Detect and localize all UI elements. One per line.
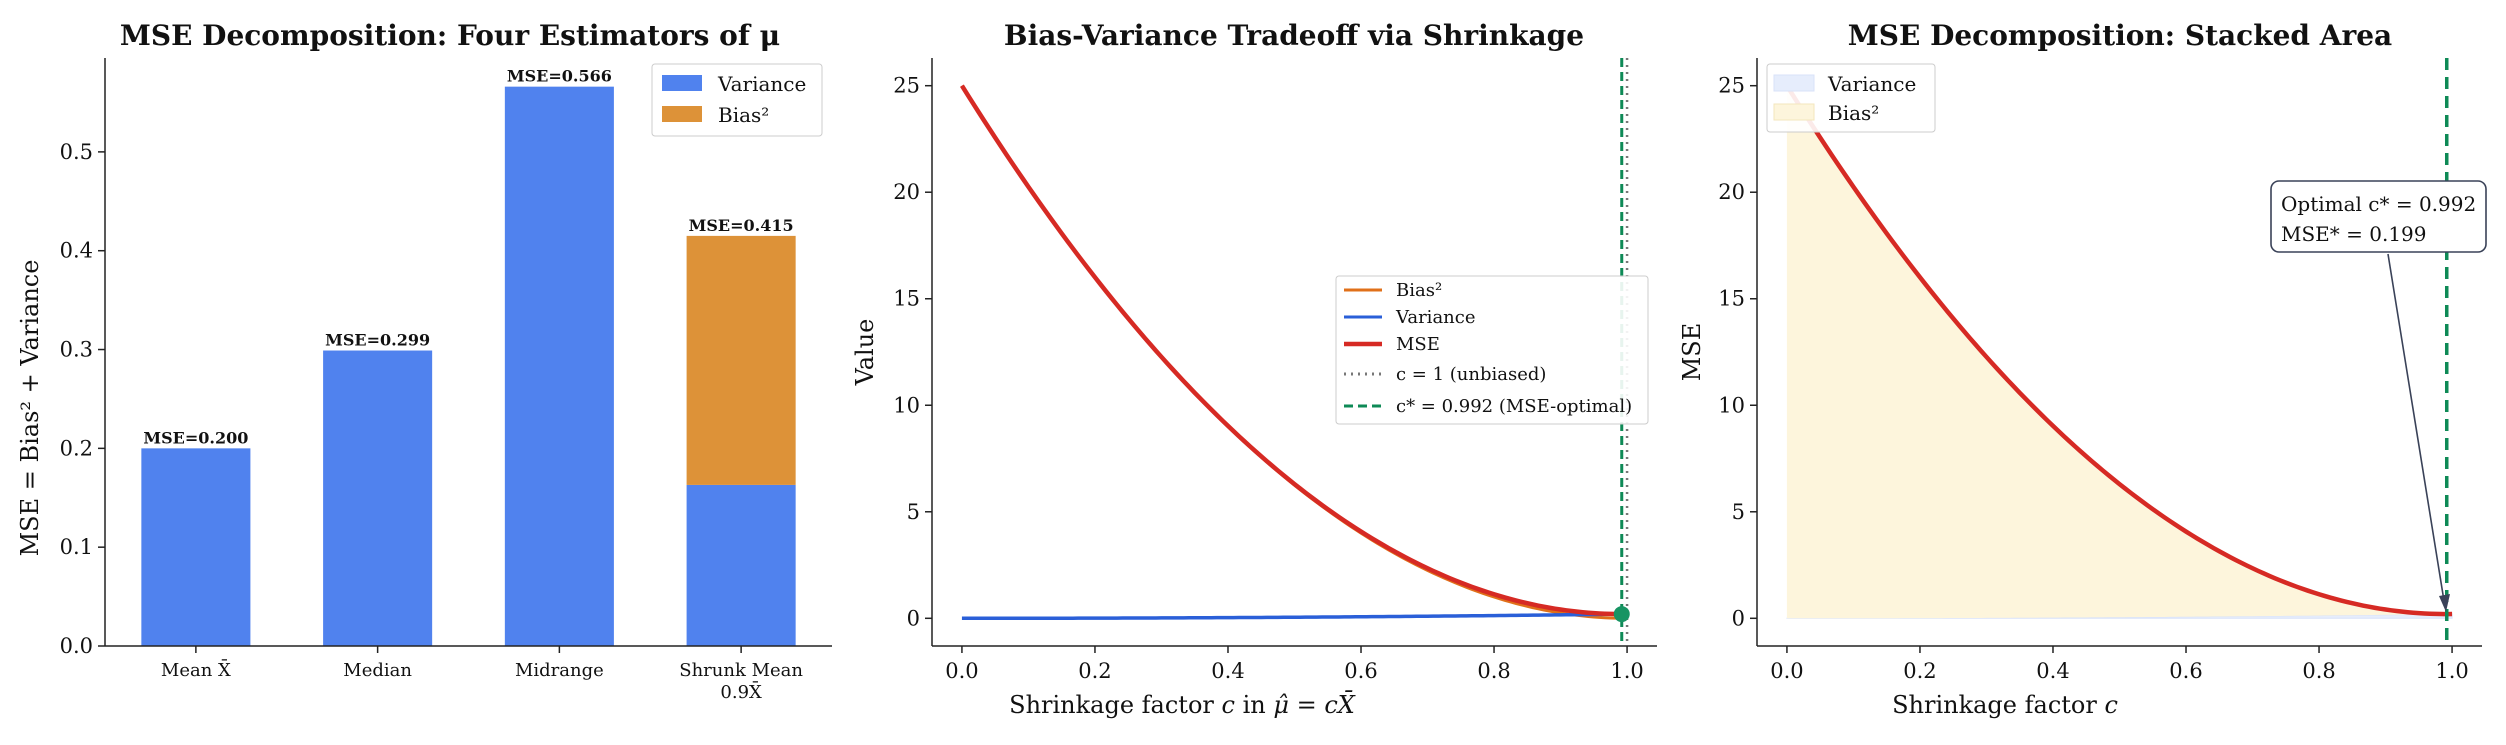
legend-label-bias2: Bias² <box>718 103 769 127</box>
legend-label-optimal: c* = 0.992 (MSE-optimal) <box>1396 396 1632 417</box>
line-mse <box>960 84 1628 617</box>
panel2-y-tick-label: 10 <box>893 393 920 417</box>
panel3-y-tick-label: 10 <box>1718 393 1745 417</box>
panel2-x-tick-label: 0.6 <box>1344 659 1377 683</box>
panel2-x-tick-label: 0.4 <box>1211 659 1244 683</box>
legend-swatch-variance <box>662 75 702 91</box>
panel2-y-tick-label: 5 <box>907 500 920 524</box>
panel2-y-tick-label: 0 <box>907 606 920 630</box>
panel1-y-tick-label: 0.3 <box>60 338 93 362</box>
panel2-x-tick-label: 1.0 <box>1610 659 1643 683</box>
panel2-legend-box <box>1335 275 1649 425</box>
panel3-legend: Variance Bias² <box>1766 63 1936 133</box>
panel1-x-tick-sublabel: 0.9X̄ <box>720 680 762 703</box>
bar-mse-label: MSE=0.299 <box>325 331 430 350</box>
legend-label-mse: MSE <box>1396 334 1440 355</box>
panel3-y-tick-label: 20 <box>1718 180 1745 204</box>
panel3-y-tick-label: 5 <box>1732 500 1745 524</box>
legend-swatch-bias2 <box>662 106 702 122</box>
annotation-box <box>2270 180 2487 253</box>
panel1-y-tick-label: 0.4 <box>60 239 93 263</box>
area-bias2 <box>1786 85 2453 619</box>
legend-label-variance: Variance <box>1827 72 1916 96</box>
panel2-x-tick-label: 0.0 <box>945 659 978 683</box>
panel1-x-tick-label: Shrunk Mean <box>679 660 803 681</box>
panel1-legend: Variance Bias² <box>651 63 823 137</box>
panel3-y-tick-label: 15 <box>1718 287 1745 311</box>
annotation-line1: Optimal c* = 0.992 <box>2281 192 2476 216</box>
panel2-y-axis-label: Value <box>851 319 879 387</box>
bar-mse-label: MSE=0.200 <box>143 428 248 447</box>
panel1-y-tick-label: 0.2 <box>60 436 93 460</box>
panel1-x-tick-label: Midrange <box>515 660 604 681</box>
panel3-x-tick-label: 0.4 <box>2036 659 2069 683</box>
optimum-annotation: Optimal c* = 0.992 MSE* = 0.199 <box>2270 180 2487 612</box>
panel3-x-tick-label: 0.8 <box>2302 659 2335 683</box>
line-mse <box>1785 84 2453 617</box>
bar-mse-label: MSE=0.566 <box>507 67 612 86</box>
panel3-x-tick-label: 0.2 <box>1903 659 1936 683</box>
legend-label-bias2: Bias² <box>1828 101 1879 125</box>
bar-segment-variance <box>141 448 251 646</box>
panel2-y-tick-label: 25 <box>893 74 920 98</box>
panel1-y-tick-label: 0.5 <box>60 140 93 164</box>
legend-swatch-bias2 <box>1773 103 1815 121</box>
bar-segment-variance <box>323 350 433 646</box>
legend-label-variance: Variance <box>717 72 806 96</box>
panel-shrinkage-tradeoff: Bias-Variance Tradeoff via Shrinkage Val… <box>851 19 1657 719</box>
panel1-x-tick-label: Median <box>343 660 412 681</box>
panel3-y-tick-label: 0 <box>1732 606 1745 630</box>
bar-mse-label: MSE=0.415 <box>689 216 794 235</box>
panel3-y-axis-label: MSE <box>1678 323 1706 382</box>
panel3-title: MSE Decomposition: Stacked Area <box>1848 19 2392 52</box>
panel-stacked-area: MSE Decomposition: Stacked Area MSE Shri… <box>1678 19 2487 719</box>
legend-swatch-variance <box>1773 74 1815 92</box>
panel-mse-bar-chart: MSE Decomposition: Four Estimators of μ … <box>16 19 832 703</box>
annotation-arrow <box>2387 253 2446 608</box>
panel3-y-tick-label: 25 <box>1718 74 1745 98</box>
optimum-point <box>1613 606 1630 623</box>
panel1-x-tick-label: Mean X̄ <box>161 658 231 681</box>
panel1-y-axis-label: MSE = Bias² + Variance <box>16 260 44 557</box>
panel2-y-tick-label: 15 <box>893 287 920 311</box>
annotation-line2: MSE* = 0.199 <box>2281 222 2427 246</box>
legend-label-bias2: Bias² <box>1396 280 1442 301</box>
panel1-title: MSE Decomposition: Four Estimators of μ <box>120 19 780 52</box>
panel2-x-axis-label: Shrinkage factor c in μ̂ = cX̄ <box>1009 691 1356 719</box>
panel3-x-tick-label: 0.6 <box>2169 659 2202 683</box>
panel3-x-tick-label: 1.0 <box>2435 659 2468 683</box>
bar-segment-variance <box>504 86 614 647</box>
panel2-x-tick-label: 0.2 <box>1078 659 1111 683</box>
bar-segment-variance <box>686 484 796 646</box>
panel3-x-axis-label: Shrinkage factor c <box>1892 691 2118 719</box>
legend-label-variance: Variance <box>1395 307 1476 328</box>
panel1-y-tick-label: 0.0 <box>60 634 93 658</box>
panel2-x-tick-label: 0.8 <box>1477 659 1510 683</box>
bar-segment-bias2 <box>686 235 796 485</box>
panel3-x-tick-label: 0.0 <box>1770 659 1803 683</box>
panel1-y-tick-label: 0.1 <box>60 535 93 559</box>
panel2-y-tick-label: 20 <box>893 180 920 204</box>
panel2-title: Bias-Variance Tradeoff via Shrinkage <box>1004 19 1584 52</box>
legend-label-unbiased: c = 1 (unbiased) <box>1396 364 1546 385</box>
annotation-arrowhead <box>2439 594 2450 612</box>
panel2-legend: Bias² Variance MSE c = 1 (unbiased) c* =… <box>1335 275 1649 425</box>
line-variance <box>961 612 1628 621</box>
